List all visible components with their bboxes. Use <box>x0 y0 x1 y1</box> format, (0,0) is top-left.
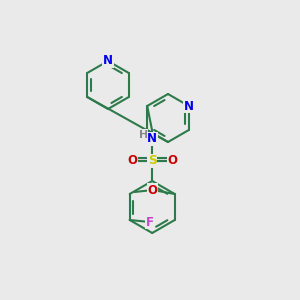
Text: O: O <box>127 154 137 167</box>
Text: N: N <box>103 55 113 68</box>
Text: N: N <box>147 133 157 146</box>
Text: H: H <box>139 130 148 140</box>
Text: N: N <box>184 100 194 112</box>
Text: S: S <box>148 154 157 167</box>
Text: F: F <box>146 215 154 229</box>
Text: O: O <box>167 154 177 167</box>
Text: O: O <box>148 184 158 196</box>
